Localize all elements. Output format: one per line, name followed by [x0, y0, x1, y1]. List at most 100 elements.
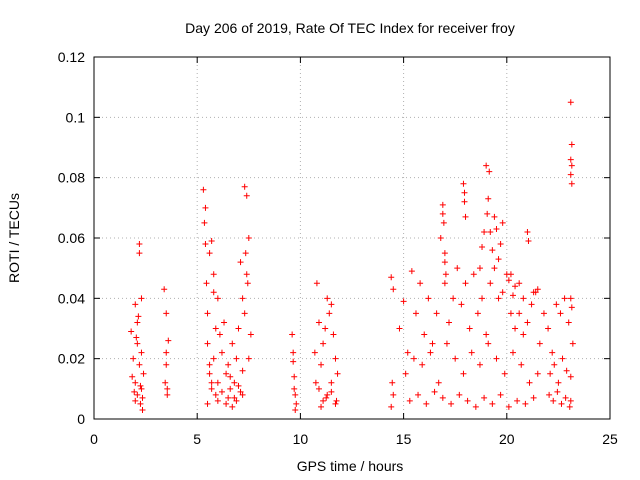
data-point [388, 274, 395, 281]
data-point [134, 340, 141, 347]
data-point [289, 331, 296, 338]
data-point [164, 385, 171, 392]
data-point [507, 271, 514, 278]
data-point [218, 349, 225, 356]
data-point [132, 397, 139, 404]
y-axis-ticks: 0 0.02 0.04 0.06 0.08 0.1 0.12 [58, 49, 610, 427]
data-point [326, 310, 333, 317]
data-point [201, 219, 208, 226]
data-point [129, 373, 136, 380]
data-point [524, 319, 531, 326]
data-point [567, 295, 574, 302]
data-point [245, 355, 252, 362]
data-point [484, 210, 491, 217]
data-point [486, 168, 493, 175]
data-point [479, 295, 486, 302]
data-point [462, 213, 469, 220]
data-point [214, 379, 221, 386]
data-point [499, 289, 506, 296]
data-point [470, 271, 477, 278]
data-point [568, 180, 575, 187]
data-point [323, 394, 330, 401]
data-point [493, 355, 500, 362]
data-point [491, 265, 498, 272]
data-point [330, 331, 337, 338]
data-point [461, 198, 468, 205]
data-point [231, 394, 238, 401]
data-point [550, 397, 557, 404]
data-point [202, 204, 209, 211]
data-point [225, 361, 232, 368]
data-point [237, 388, 244, 395]
data-point [461, 189, 468, 196]
data-point [460, 180, 467, 187]
data-point [237, 259, 244, 266]
data-point [212, 391, 219, 398]
data-point [324, 391, 331, 398]
data-point [479, 244, 486, 251]
data-point [466, 325, 473, 332]
data-point [245, 235, 252, 241]
data-point [204, 400, 211, 407]
y-axis-label: ROTI / TECUs [6, 193, 22, 283]
data-point [208, 238, 215, 245]
data-point [415, 391, 422, 398]
data-point [139, 394, 146, 401]
x-axis-ticks: 0 5 10 15 20 25 [90, 57, 618, 447]
data-point [223, 400, 230, 407]
data-point [138, 349, 145, 356]
data-point [568, 141, 575, 148]
data-point [567, 156, 574, 163]
data-point [464, 397, 471, 404]
data-point [495, 295, 502, 302]
data-point [497, 241, 504, 248]
data-point [200, 186, 207, 193]
data-point [567, 373, 574, 380]
data-point [136, 241, 143, 248]
x-tick-label: 25 [602, 431, 618, 447]
data-point [501, 370, 508, 377]
data-point [396, 325, 403, 332]
data-point [549, 349, 556, 356]
data-point [530, 289, 537, 296]
chart-title: Day 206 of 2019, Rate Of TEC Index for r… [185, 20, 515, 36]
data-point [567, 99, 574, 106]
data-point [524, 228, 531, 235]
data-point [239, 391, 246, 398]
y-tick-label: 0.12 [58, 49, 85, 65]
data-point [534, 286, 541, 293]
data-point [328, 301, 335, 308]
data-point [412, 310, 419, 317]
data-point [441, 250, 448, 257]
data-point [315, 319, 322, 326]
data-point [522, 400, 529, 407]
data-point [568, 304, 575, 311]
data-point [566, 403, 573, 410]
data-point [528, 301, 535, 308]
data-point [476, 265, 483, 272]
data-point [244, 280, 251, 287]
data-point [233, 397, 240, 404]
data-point [216, 331, 223, 338]
data-point [472, 403, 479, 410]
data-point [227, 373, 234, 380]
data-point [221, 319, 228, 326]
data-point [487, 280, 494, 287]
data-point [569, 340, 576, 347]
data-point [448, 400, 455, 407]
data-point [214, 295, 221, 302]
data-point [243, 192, 250, 199]
data-point [516, 310, 523, 317]
data-point [431, 388, 438, 395]
data-point [133, 334, 140, 341]
data-point [536, 340, 543, 347]
x-tick-label: 5 [193, 431, 201, 447]
data-point [433, 310, 440, 317]
data-point [567, 171, 574, 178]
data-point [518, 361, 525, 368]
data-point [390, 391, 397, 398]
data-point [388, 403, 395, 410]
data-point [427, 349, 434, 356]
data-point [313, 280, 320, 287]
